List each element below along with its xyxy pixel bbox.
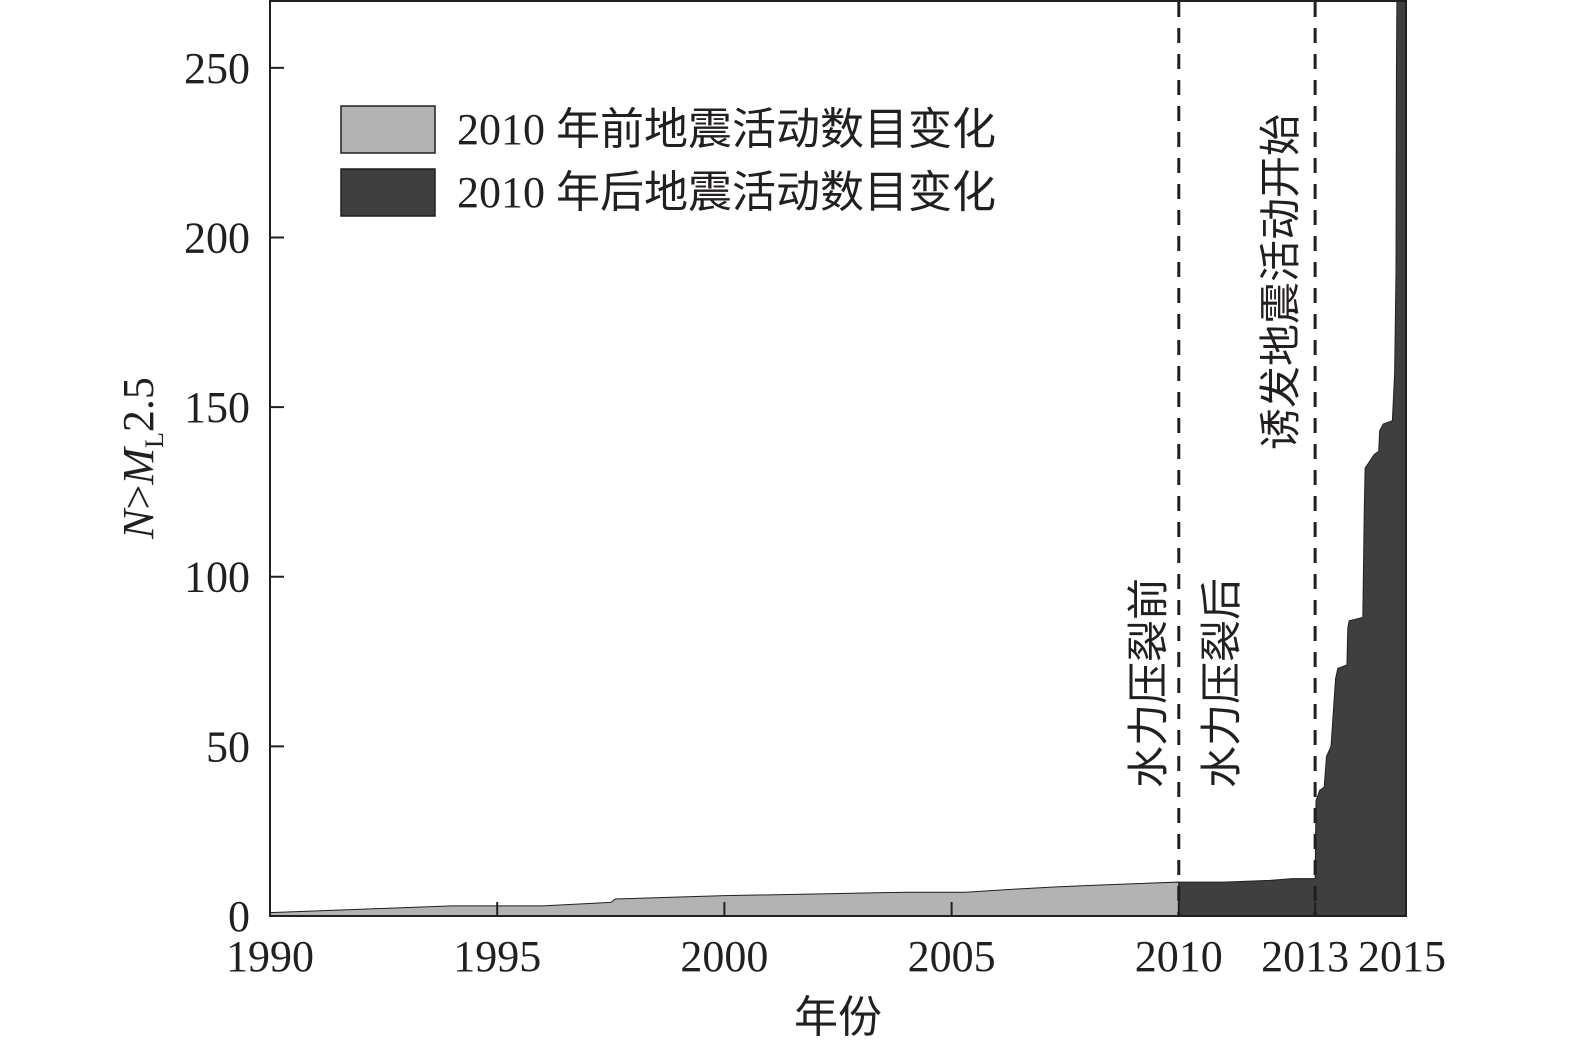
plot-frame bbox=[269, 0, 1407, 917]
annotation-after-fracturing: 水力压裂后 bbox=[1200, 578, 1246, 788]
x-tick-label: 2010 bbox=[1135, 932, 1223, 981]
y-tick-label: 150 bbox=[184, 383, 250, 432]
annotation-before-fracturing: 水力压裂前 bbox=[1127, 578, 1173, 788]
x-tick-label: 1995 bbox=[453, 932, 541, 981]
y-tick-label: 0 bbox=[228, 892, 250, 941]
legend-swatch-2 bbox=[340, 168, 436, 217]
x-tick-label: 2015 bbox=[1358, 932, 1446, 981]
x-tick-label: 2000 bbox=[680, 932, 768, 981]
legend: 2010 年前地震活动数目变化 2010 年后地震活动数目变化 bbox=[340, 105, 996, 217]
y-tick-label: 50 bbox=[206, 722, 250, 771]
legend-swatch-1 bbox=[340, 105, 436, 154]
annotation-induced-seismicity-start: 诱发地震活动开始 bbox=[1259, 114, 1305, 450]
y-tick-label: 200 bbox=[184, 213, 250, 262]
series-area-2 bbox=[1178, 0, 1407, 917]
x-tick-label: 2005 bbox=[908, 932, 996, 981]
y-tick-label: 100 bbox=[184, 553, 250, 602]
x-tick-label: 1990 bbox=[226, 932, 314, 981]
x-axis-title: 年份 bbox=[794, 993, 882, 1042]
x-tick-label: 2013 bbox=[1261, 932, 1349, 981]
legend-label-1: 2010 年前地震活动数目变化 bbox=[457, 105, 996, 154]
y-axis-title: N>ML2.5 bbox=[114, 377, 169, 540]
reference-lines-layer bbox=[1177, 2, 1317, 916]
y-tick-label: 250 bbox=[184, 44, 250, 93]
legend-label-2: 2010 年后地震活动数目变化 bbox=[457, 168, 996, 217]
annotations-layer: 水力压裂前 水力压裂后 诱发地震活动开始 bbox=[1127, 114, 1305, 788]
